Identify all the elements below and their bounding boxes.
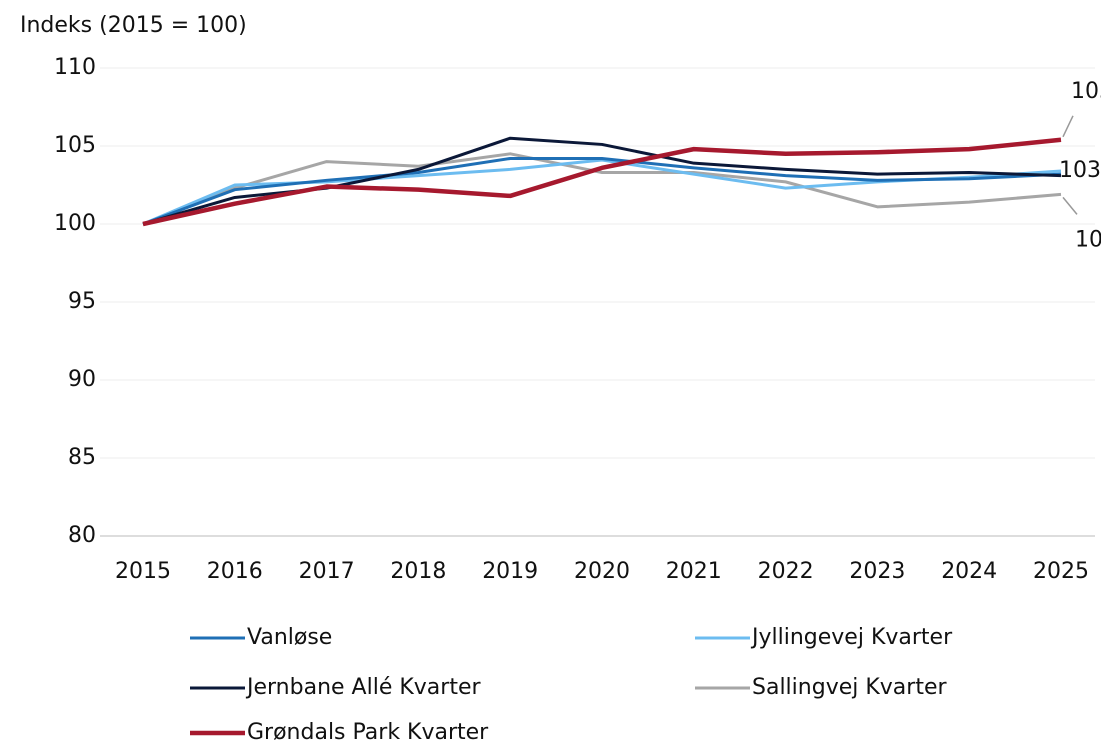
x-tick-label: 2025 <box>1033 559 1089 584</box>
y-tick-label: 90 <box>68 367 96 392</box>
legend-label: Grøndals Park Kvarter <box>247 720 489 742</box>
y-tick-label: 105 <box>54 133 96 158</box>
x-tick-label: 2023 <box>849 559 905 584</box>
y-tick-label: 100 <box>54 211 96 236</box>
data-label: 103 <box>1059 158 1101 183</box>
x-tick-label: 2020 <box>574 559 630 584</box>
x-tick-label: 2016 <box>207 559 263 584</box>
x-tick-label: 2024 <box>941 559 997 584</box>
x-tick-label: 2021 <box>666 559 722 584</box>
x-tick-label: 2017 <box>299 559 355 584</box>
series-line <box>142 137 1062 227</box>
legend-label: Jyllingevej Kvarter <box>750 625 953 650</box>
x-tick-label: 2018 <box>390 559 446 584</box>
legend-label: Sallingvej Kvarter <box>752 675 947 700</box>
y-tick-label: 95 <box>68 289 96 314</box>
x-tick-label: 2015 <box>115 559 171 584</box>
y-tick-label: 80 <box>68 523 96 548</box>
y-axis-title: Indeks (2015 = 100) <box>20 13 247 38</box>
y-tick-label: 85 <box>68 445 96 470</box>
x-tick-label: 2019 <box>482 559 538 584</box>
legend-label: Jernbane Allé Kvarter <box>245 675 481 700</box>
legend-label: Vanløse <box>247 625 332 650</box>
series-line <box>142 152 1062 226</box>
data-label: 102 <box>1075 227 1101 252</box>
data-label: 105 <box>1071 79 1101 104</box>
leader-line <box>1062 196 1078 215</box>
series-line <box>142 156 1062 226</box>
y-tick-label: 110 <box>54 55 96 80</box>
leader-line <box>1062 115 1074 138</box>
x-tick-label: 2022 <box>758 559 814 584</box>
